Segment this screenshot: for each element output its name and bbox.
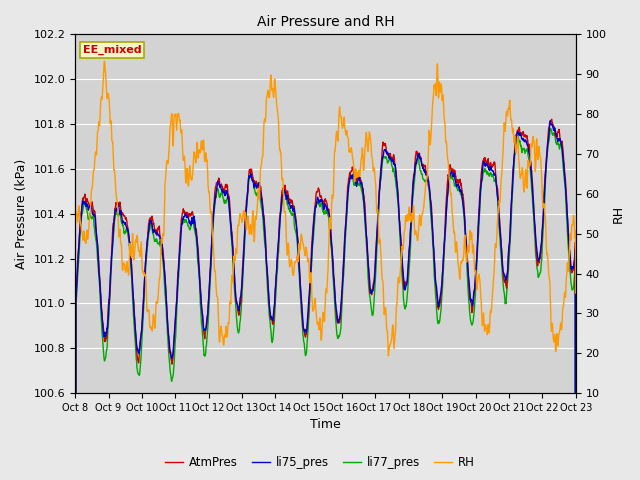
li75_pres [547, 118, 554, 124]
RH [284, 245, 292, 251]
RH [385, 353, 392, 359]
AtmPres [131, 310, 138, 316]
Line: RH: RH [75, 61, 576, 356]
RH [110, 167, 118, 173]
RH [100, 59, 108, 64]
li75_pres [294, 242, 301, 248]
li75_pres [131, 309, 138, 315]
Title: Air Pressure and RH: Air Pressure and RH [257, 15, 394, 29]
AtmPres [294, 236, 301, 242]
AtmPres [284, 188, 291, 194]
li77_pres [303, 343, 311, 348]
Text: EE_mixed: EE_mixed [83, 45, 141, 55]
RH [71, 281, 79, 287]
AtmPres [356, 175, 364, 180]
Line: li75_pres: li75_pres [75, 121, 576, 480]
Legend: AtmPres, li75_pres, li77_pres, RH: AtmPres, li75_pres, li77_pres, RH [161, 452, 479, 474]
RH [131, 249, 138, 254]
AtmPres [303, 327, 311, 333]
li75_pres [284, 192, 291, 198]
Line: AtmPres: AtmPres [75, 120, 576, 480]
li77_pres [294, 251, 301, 256]
li77_pres [356, 182, 364, 188]
RH [572, 290, 580, 296]
RH [294, 257, 302, 263]
Line: li77_pres: li77_pres [75, 129, 576, 480]
li75_pres [356, 179, 364, 185]
RH [356, 167, 364, 172]
AtmPres [548, 117, 556, 122]
X-axis label: Time: Time [310, 419, 341, 432]
li77_pres [131, 324, 138, 329]
li77_pres [110, 228, 118, 234]
li75_pres [303, 325, 311, 331]
AtmPres [110, 217, 118, 223]
li77_pres [547, 126, 554, 132]
Y-axis label: RH: RH [612, 204, 625, 223]
RH [303, 252, 311, 258]
li75_pres [110, 221, 118, 227]
li77_pres [284, 202, 291, 208]
Y-axis label: Air Pressure (kPa): Air Pressure (kPa) [15, 158, 28, 269]
